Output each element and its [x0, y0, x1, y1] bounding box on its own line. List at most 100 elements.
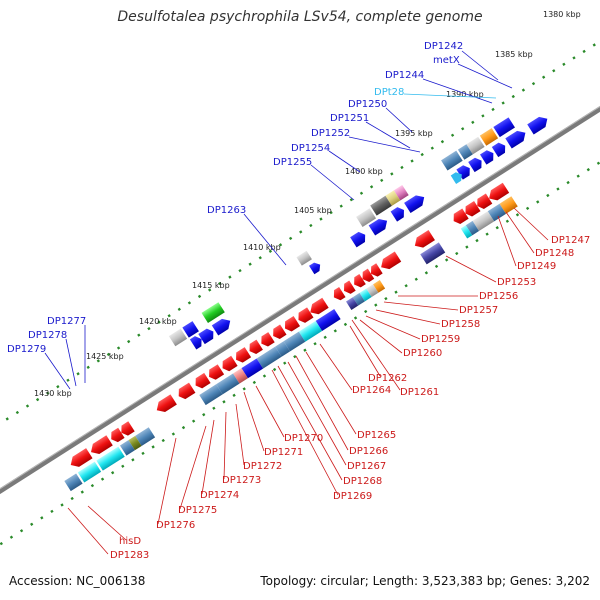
gene-glyph[interactable]	[201, 302, 225, 324]
gene-glyph[interactable]	[175, 382, 196, 402]
gene-label[interactable]: DP1264	[352, 385, 391, 396]
gene-label[interactable]: DP1269	[333, 491, 372, 502]
gene-glyph[interactable]	[373, 280, 386, 293]
gene-glyph[interactable]	[385, 190, 401, 206]
gene-glyph[interactable]	[368, 263, 383, 278]
gene-label[interactable]: DP1275	[178, 505, 217, 516]
gene-glyph[interactable]	[420, 242, 446, 265]
gene-glyph[interactable]	[88, 435, 113, 457]
gene-glyph[interactable]	[466, 136, 485, 155]
gene-glyph[interactable]	[487, 203, 506, 222]
gene-glyph[interactable]	[465, 220, 479, 236]
gene-glyph[interactable]	[206, 364, 225, 382]
gene-label[interactable]: DP1267	[347, 461, 386, 472]
gene-label[interactable]: DP1273	[222, 475, 261, 486]
gene-glyph[interactable]	[378, 251, 402, 272]
gene-glyph[interactable]	[352, 292, 365, 306]
gene-glyph[interactable]	[460, 225, 473, 239]
gene-glyph[interactable]	[168, 328, 188, 347]
gene-label[interactable]: DP1247	[551, 235, 590, 246]
gene-glyph[interactable]	[368, 216, 391, 236]
gene-label[interactable]: DP1266	[349, 446, 388, 457]
gene-label[interactable]: DP1274	[200, 490, 239, 501]
gene-glyph[interactable]	[192, 372, 211, 391]
gene-label[interactable]: DP1256	[479, 291, 518, 302]
gene-label[interactable]: DP1276	[156, 520, 195, 531]
gene-label[interactable]: DP1250	[348, 99, 387, 110]
gene-glyph[interactable]	[412, 229, 435, 251]
gene-label[interactable]: DP1259	[421, 334, 460, 345]
gene-glyph[interactable]	[472, 211, 495, 232]
gene-glyph[interactable]	[256, 346, 282, 369]
gene-glyph[interactable]	[128, 435, 142, 451]
gene-glyph[interactable]	[219, 355, 238, 374]
gene-glyph[interactable]	[246, 339, 263, 357]
gene-label[interactable]: DP1283	[110, 550, 149, 561]
gene-glyph[interactable]	[350, 230, 368, 248]
gene-label[interactable]: metX	[433, 55, 460, 66]
gene-label[interactable]: DP1255	[273, 157, 312, 168]
gene-glyph[interactable]	[258, 332, 275, 349]
gene-label[interactable]: DP1261	[400, 387, 439, 398]
gene-glyph[interactable]	[499, 196, 518, 214]
gene-label[interactable]: DP1251	[330, 113, 369, 124]
gene-glyph[interactable]	[309, 260, 323, 275]
gene-glyph[interactable]	[295, 307, 314, 325]
gene-glyph[interactable]	[64, 473, 83, 492]
gene-glyph[interactable]	[441, 150, 463, 171]
gene-glyph[interactable]	[189, 334, 205, 350]
gene-glyph[interactable]	[457, 144, 473, 160]
gene-glyph[interactable]	[135, 427, 156, 446]
gene-glyph[interactable]	[241, 358, 264, 379]
gene-label[interactable]: DP1265	[357, 430, 396, 441]
gene-glyph[interactable]	[154, 394, 177, 415]
gene-glyph[interactable]	[505, 128, 528, 149]
gene-label[interactable]: DP1278	[28, 330, 67, 341]
gene-glyph[interactable]	[341, 280, 356, 295]
gene-glyph[interactable]	[491, 141, 509, 158]
gene-label[interactable]: DP1244	[385, 70, 424, 81]
gene-label[interactable]: DP1270	[284, 433, 323, 444]
gene-glyph[interactable]	[96, 446, 125, 471]
gene-glyph[interactable]	[480, 148, 497, 165]
gene-glyph[interactable]	[479, 128, 499, 146]
gene-label[interactable]: DP1242	[424, 41, 463, 52]
gene-label[interactable]: DP1277	[47, 316, 86, 327]
gene-glyph[interactable]	[282, 315, 301, 334]
gene-glyph[interactable]	[199, 384, 223, 406]
gene-glyph[interactable]	[108, 427, 125, 445]
gene-glyph[interactable]	[211, 316, 234, 336]
gene-label[interactable]: DP1263	[207, 205, 246, 216]
gene-glyph[interactable]	[296, 250, 312, 266]
gene-glyph[interactable]	[346, 297, 359, 310]
gene-glyph[interactable]	[270, 324, 287, 342]
gene-glyph[interactable]	[450, 208, 469, 226]
gene-glyph[interactable]	[118, 421, 135, 438]
gene-label[interactable]: DP1271	[264, 447, 303, 458]
gene-label[interactable]: DP1279	[7, 344, 46, 355]
gene-label[interactable]: DP1248	[535, 248, 574, 259]
gene-label[interactable]: DP1260	[403, 348, 442, 359]
gene-glyph[interactable]	[275, 341, 291, 357]
gene-glyph[interactable]	[486, 182, 510, 204]
gene-glyph[interactable]	[404, 192, 427, 213]
gene-glyph[interactable]	[119, 440, 135, 456]
gene-glyph[interactable]	[359, 268, 375, 284]
gene-glyph[interactable]	[366, 284, 379, 298]
gene-label[interactable]: hisD	[119, 536, 141, 547]
gene-glyph[interactable]	[393, 185, 409, 201]
gene-glyph[interactable]	[456, 163, 473, 180]
gene-glyph[interactable]	[493, 117, 515, 138]
gene-glyph[interactable]	[298, 320, 323, 342]
gene-label[interactable]: DP1268	[343, 476, 382, 487]
gene-glyph[interactable]	[233, 368, 248, 384]
gene-label[interactable]: DP1257	[459, 305, 498, 316]
gene-glyph[interactable]	[390, 205, 408, 222]
gene-glyph[interactable]	[462, 200, 481, 219]
gene-glyph[interactable]	[307, 297, 329, 318]
gene-glyph[interactable]	[283, 331, 306, 352]
gene-label[interactable]: DP1253	[497, 277, 536, 288]
gene-label[interactable]: DP1272	[243, 461, 282, 472]
gene-glyph[interactable]	[216, 373, 240, 395]
gene-glyph[interactable]	[474, 193, 493, 211]
